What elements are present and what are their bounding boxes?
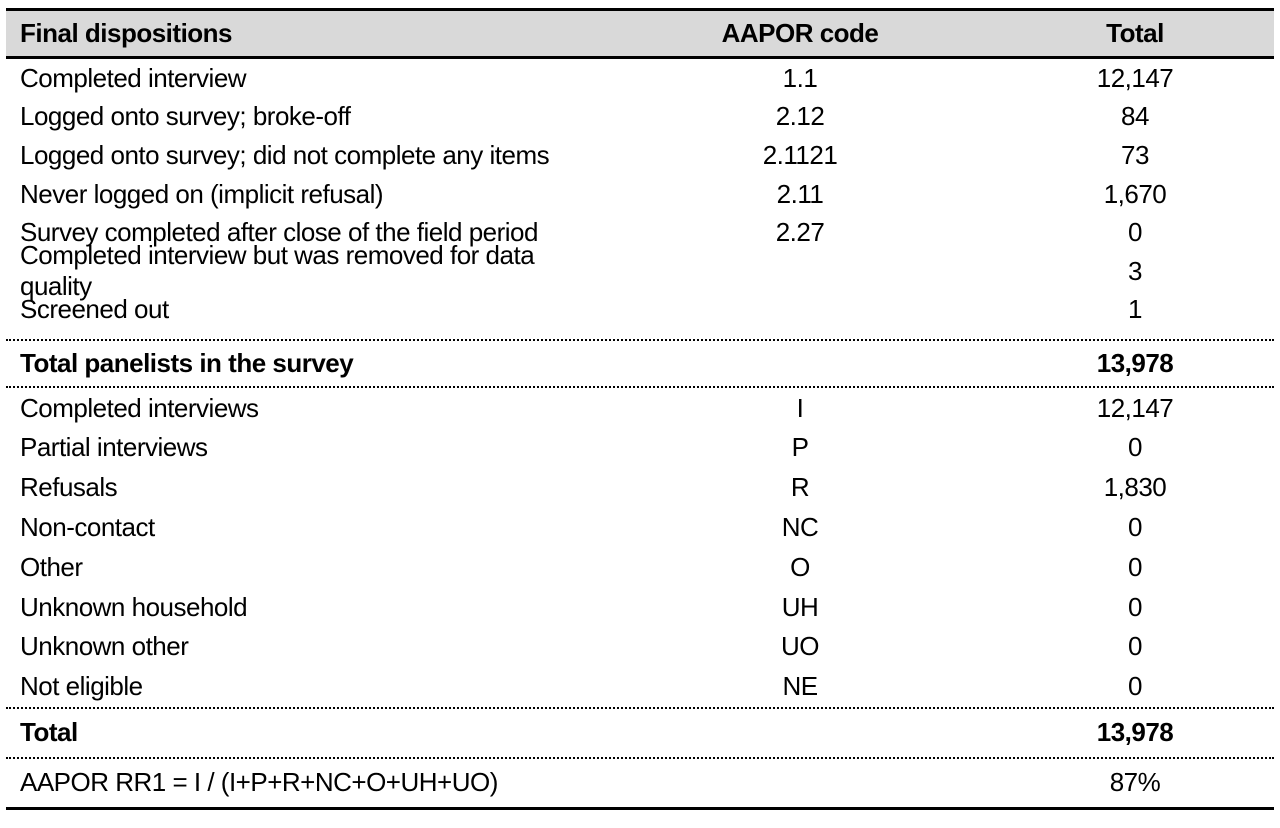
row-aapor-code: R [790,472,810,503]
table-row: Never logged on (implicit refusal) 2.11 … [6,175,1274,214]
row-total: 1,830 [1103,472,1167,503]
row-label: Completed interviews [20,392,259,423]
table-row: Screened out 1 [6,291,1274,330]
row-total: 84 [1121,101,1149,132]
row-label: Survey completed after close of the fiel… [20,217,538,248]
row-label: Logged onto survey; did not complete any… [20,139,550,170]
row-total: 0 [1128,511,1142,542]
row-aapor-code: NC [781,511,819,542]
row-aapor-code: UO [781,631,820,662]
row-aapor-code: O [790,551,810,582]
row-total: 13,978 [1096,348,1174,379]
row-label: Other [20,551,83,582]
row-label: Unknown household [20,591,248,622]
row-total: 3 [1128,255,1142,286]
table-row: Non-contact NC 0 [6,508,1274,548]
row-total: 73 [1121,139,1149,170]
table-row: Total 13,978 [6,706,1274,759]
row-aapor-code: I [796,392,804,423]
column-header-total: Total [1106,18,1164,48]
table-row: Unknown other UO 0 [6,627,1274,667]
row-total: 12,147 [1096,392,1174,423]
row-label: Never logged on (implicit refusal) [20,178,384,209]
table-row: Partial interviews P 0 [6,428,1274,468]
row-aapor-code: 2.1121 [762,139,838,170]
row-label: Total panelists in the survey [20,348,354,379]
row-label: Non-contact [20,511,155,542]
final-dispositions-table: Final dispositions AAPOR code Total Comp… [6,8,1274,810]
row-total: 0 [1128,671,1142,702]
table-row: Completed interviews I 12,147 [6,388,1274,428]
row-label: Completed interview [20,62,247,93]
row-aapor-code: 2.12 [775,101,825,132]
table-row: Not eligible NE 0 [6,667,1274,707]
row-aapor-code: 2.27 [775,217,825,248]
row-label: Unknown other [20,631,189,662]
row-total: 0 [1128,217,1142,248]
column-header-aapor-code: AAPOR code [721,18,879,48]
row-total: 0 [1128,631,1142,662]
row-aapor-code: P [791,432,809,463]
table-row: Completed interview but was removed for … [6,240,1274,301]
row-label: Screened out [20,294,169,325]
row-total: 12,147 [1096,62,1174,93]
row-total: 1 [1128,294,1142,325]
table-row: Completed interview 1.1 12,147 [6,59,1274,98]
table-row: Total panelists in the survey 13,978 [6,339,1274,389]
row-total: 0 [1128,432,1142,463]
row-label: AAPOR RR1 = I / (I+P+R+NC+O+UH+UO) [20,767,498,798]
row-label: Completed interview but was removed for … [20,240,535,302]
row-total: 0 [1128,551,1142,582]
row-total: 13,978 [1096,717,1174,748]
row-total: 0 [1128,591,1142,622]
row-aapor-code: 2.11 [776,178,824,209]
row-label: Total [20,717,78,748]
row-aapor-code: NE [782,671,818,702]
table-row: Logged onto survey; broke-off 2.12 84 [6,98,1274,137]
row-total: 1,670 [1103,178,1167,209]
table-body: Completed interview 1.1 12,147 Logged on… [6,59,1274,807]
row-label: Not eligible [20,671,143,702]
table-row: Other O 0 [6,547,1274,587]
row-label: Logged onto survey; broke-off [20,101,351,132]
row-total: 87% [1109,767,1161,798]
column-header-final-dispositions: Final dispositions [20,18,233,48]
table-row: Refusals R 1,830 [6,468,1274,508]
row-label: Refusals [20,472,118,503]
table-row: Logged onto survey; did not complete any… [6,136,1274,175]
table-row: Unknown household UH 0 [6,587,1274,627]
row-label: Partial interviews [20,432,208,463]
row-aapor-code: UH [781,591,819,622]
table-row: AAPOR RR1 = I / (I+P+R+NC+O+UH+UO) 87% [6,759,1274,807]
table-header-row: Final dispositions AAPOR code Total [6,8,1274,59]
table-row: Survey completed after close of the fiel… [6,213,1274,252]
row-aapor-code: 1.1 [782,62,818,93]
